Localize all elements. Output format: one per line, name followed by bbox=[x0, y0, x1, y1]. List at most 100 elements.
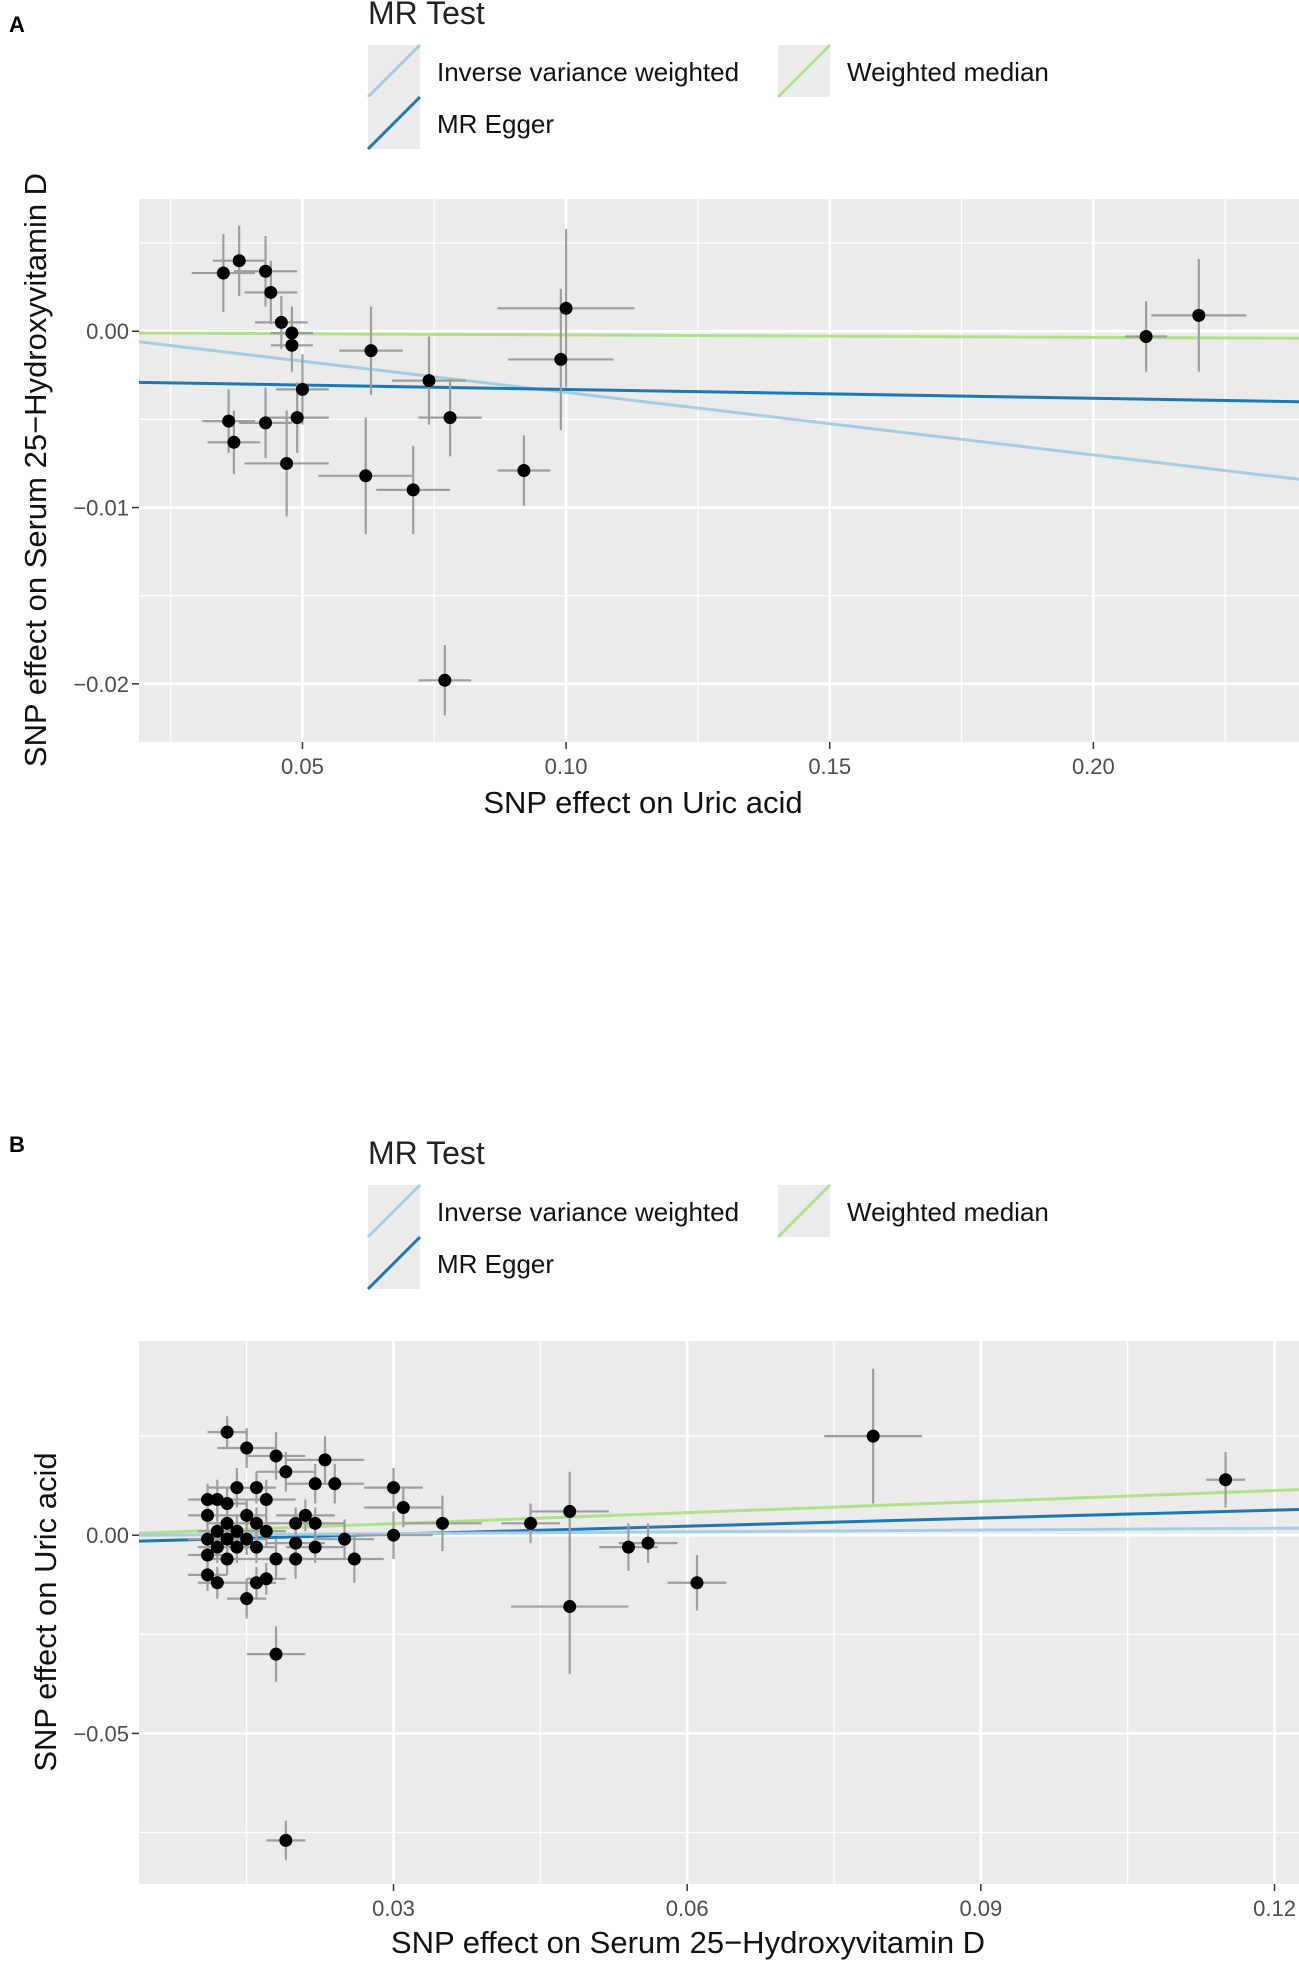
data-point bbox=[210, 1540, 224, 1554]
data-point bbox=[240, 1441, 254, 1455]
regression-line-wm bbox=[138, 331, 1299, 340]
legend-key-line-egger-b bbox=[366, 1235, 422, 1291]
data-point bbox=[285, 326, 299, 340]
data-point bbox=[259, 264, 273, 278]
x-tick-label: 0.03 bbox=[372, 1896, 415, 1921]
data-point bbox=[249, 1576, 263, 1590]
data-point bbox=[285, 338, 299, 352]
regression-lines-a bbox=[138, 331, 1299, 481]
plot-panel-a bbox=[139, 199, 1299, 742]
data-point bbox=[280, 456, 294, 470]
data-point bbox=[308, 1540, 322, 1554]
data-point bbox=[201, 1548, 215, 1562]
data-point bbox=[201, 1493, 215, 1507]
y-tick-label: −0.01 bbox=[73, 496, 129, 521]
data-point bbox=[222, 414, 236, 428]
data-point bbox=[269, 1647, 283, 1661]
data-point bbox=[201, 1508, 215, 1522]
data-point bbox=[289, 1552, 303, 1566]
data-point bbox=[443, 411, 457, 425]
legend-label-wm-a: Weighted median bbox=[847, 57, 1049, 87]
legend-key-line-ivw-a bbox=[366, 43, 422, 99]
data-point bbox=[289, 1536, 303, 1550]
data-point bbox=[269, 1552, 283, 1566]
axis-ticks-a: 0.05 0.10 0.15 0.20 0.00 −0.01 −0.02 bbox=[73, 319, 1114, 779]
regression-line-ivw bbox=[138, 1526, 1299, 1537]
data-point bbox=[406, 483, 420, 497]
data-point bbox=[328, 1477, 342, 1491]
x-tick-label: 0.06 bbox=[666, 1896, 709, 1921]
data-point bbox=[220, 1552, 234, 1566]
legend-key-line-wm-b bbox=[776, 1183, 832, 1239]
data-point bbox=[240, 1532, 254, 1546]
gridlines-a bbox=[139, 199, 1299, 742]
x-axis-title-b: SNP effect on Serum 25−Hydroxyvitamin D bbox=[391, 1925, 985, 1960]
data-point bbox=[554, 352, 568, 366]
data-point bbox=[1219, 1473, 1233, 1487]
data-point bbox=[559, 301, 573, 315]
data-point bbox=[259, 1493, 273, 1507]
panel-letter-b: B bbox=[9, 1132, 25, 1157]
data-point bbox=[338, 1532, 352, 1546]
regression-lines-b bbox=[138, 1488, 1299, 1543]
x-tick-label: 0.20 bbox=[1072, 754, 1115, 779]
data-point bbox=[387, 1481, 401, 1495]
legend-label-egger-a: MR Egger bbox=[437, 109, 554, 139]
data-point bbox=[690, 1576, 704, 1590]
data-point bbox=[230, 1540, 244, 1554]
data-point bbox=[220, 1516, 234, 1530]
panel-b: B MR Test Inverse variance weighted Weig… bbox=[9, 1132, 1299, 1960]
data-point bbox=[279, 1833, 293, 1847]
data-point bbox=[249, 1481, 263, 1495]
y-axis-title-a: SNP effect on Serum 25−Hydroxyvitamin D bbox=[18, 173, 53, 767]
legend-a: MR Test Inverse variance weighted Weight… bbox=[366, 0, 1049, 151]
data-point bbox=[220, 1532, 234, 1546]
data-point bbox=[347, 1552, 361, 1566]
panel-a: A MR Test Inverse variance weighted Weig… bbox=[9, 0, 1299, 820]
data-point bbox=[563, 1504, 577, 1518]
data-point bbox=[318, 1453, 332, 1467]
data-point bbox=[438, 673, 452, 687]
data-point bbox=[308, 1477, 322, 1491]
panel-letter-a: A bbox=[9, 12, 25, 37]
legend-key-line-ivw-b bbox=[366, 1183, 422, 1239]
points-b bbox=[201, 1425, 1233, 1847]
legend-label-ivw-b: Inverse variance weighted bbox=[437, 1197, 739, 1227]
data-point bbox=[308, 1516, 322, 1530]
plot-panel-b bbox=[139, 1341, 1299, 1884]
data-point bbox=[290, 411, 304, 425]
data-point bbox=[359, 469, 373, 483]
data-point bbox=[232, 254, 246, 268]
x-tick-label: 0.12 bbox=[1253, 1896, 1296, 1921]
data-point bbox=[396, 1500, 410, 1514]
data-point bbox=[289, 1516, 303, 1530]
data-point bbox=[210, 1576, 224, 1590]
data-point bbox=[249, 1540, 263, 1554]
data-point bbox=[435, 1516, 449, 1530]
y-axis-title-b: SNP effect on Uric acid bbox=[28, 1452, 63, 1771]
data-point bbox=[259, 416, 273, 430]
legend-b: MR Test Inverse variance weighted Weight… bbox=[366, 1135, 1049, 1291]
data-point bbox=[295, 382, 309, 396]
x-tick-label: 0.09 bbox=[959, 1896, 1002, 1921]
regression-line-wm bbox=[138, 1488, 1299, 1535]
data-point bbox=[230, 1524, 244, 1538]
data-point bbox=[364, 344, 378, 358]
data-point bbox=[259, 1572, 273, 1586]
data-point bbox=[279, 1465, 293, 1479]
legend-label-wm-b: Weighted median bbox=[847, 1197, 1049, 1227]
data-point bbox=[259, 1524, 273, 1538]
data-point bbox=[227, 435, 241, 449]
x-tick-label: 0.15 bbox=[808, 754, 851, 779]
legend-key-line-egger-a bbox=[366, 95, 422, 151]
data-point bbox=[621, 1540, 635, 1554]
data-point bbox=[220, 1497, 234, 1511]
data-point bbox=[517, 464, 531, 477]
points-a bbox=[216, 254, 1206, 687]
y-tick-label: −0.05 bbox=[73, 1721, 129, 1746]
data-point bbox=[240, 1592, 254, 1606]
data-point bbox=[641, 1536, 655, 1550]
data-point bbox=[563, 1600, 577, 1614]
data-point bbox=[422, 374, 436, 388]
